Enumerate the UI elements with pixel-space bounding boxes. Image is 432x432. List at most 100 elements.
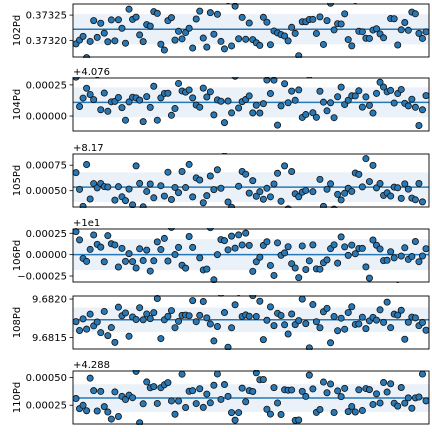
- data-point: [220, 381, 228, 389]
- data-point: [146, 103, 154, 111]
- data-point: [358, 407, 366, 415]
- data-point: [220, 45, 228, 53]
- data-point: [150, 309, 158, 317]
- data-point: [224, 343, 232, 350]
- data-point: [316, 87, 324, 95]
- data-point: [401, 19, 409, 27]
- data-point: [220, 237, 228, 245]
- data-point: [221, 153, 228, 155]
- data-point: [104, 38, 112, 46]
- data-point: [199, 403, 207, 411]
- data-point: [397, 26, 405, 34]
- data-point: [146, 315, 154, 323]
- data-point: [323, 304, 331, 312]
- data-point: [288, 386, 296, 394]
- data-point: [164, 257, 172, 265]
- data-point: [83, 161, 91, 169]
- y-tick-label: 0.00025: [26, 401, 67, 412]
- data-point: [178, 167, 186, 175]
- data-point: [376, 399, 384, 407]
- data-point: [334, 259, 342, 267]
- data-point: [206, 399, 214, 407]
- data-point: [107, 16, 115, 24]
- data-point: [263, 238, 271, 246]
- data-point: [136, 96, 144, 104]
- data-point: [153, 399, 161, 407]
- data-point: [125, 332, 133, 340]
- data-point: [118, 104, 126, 112]
- data-point: [281, 32, 289, 40]
- data-point: [390, 99, 398, 107]
- data-point: [348, 403, 356, 411]
- data-point: [394, 402, 402, 410]
- data-point: [312, 113, 320, 121]
- data-point: [235, 104, 243, 112]
- data-point: [139, 400, 147, 408]
- data-point: [129, 201, 137, 208]
- data-point: [305, 371, 313, 379]
- data-point: [189, 387, 197, 395]
- data-point: [76, 185, 84, 193]
- data-point: [330, 26, 338, 34]
- data-point: [295, 52, 303, 58]
- data-point: [86, 374, 94, 382]
- data-point: [121, 309, 129, 317]
- data-point: [249, 177, 257, 185]
- data-point: [316, 13, 324, 21]
- data-point: [167, 307, 175, 315]
- data-point: [404, 318, 412, 326]
- data-point: [245, 189, 253, 197]
- data-point: [288, 23, 296, 31]
- data-point: [365, 34, 373, 42]
- data-point: [344, 309, 352, 317]
- data-point: [192, 318, 200, 326]
- data-point: [192, 15, 200, 23]
- data-point: [114, 94, 122, 102]
- data-point: [337, 196, 345, 204]
- data-point: [160, 46, 168, 54]
- data-point: [256, 297, 264, 305]
- data-point: [266, 90, 274, 98]
- data-point: [79, 202, 87, 208]
- data-point: [263, 405, 271, 413]
- data-point: [355, 320, 363, 328]
- axes-frame: [72, 77, 430, 132]
- data-point: [362, 263, 370, 271]
- data-point: [404, 185, 412, 193]
- y-tick-label: −0.00025: [17, 272, 67, 283]
- data-point: [353, 3, 358, 4]
- data-point: [224, 97, 232, 105]
- data-point: [164, 312, 172, 320]
- data-point: [97, 106, 105, 114]
- data-point: [387, 380, 395, 388]
- data-point: [150, 257, 158, 265]
- data-point: [341, 325, 349, 333]
- y-tick-label: 0.00000: [26, 112, 67, 123]
- data-point: [210, 30, 218, 38]
- data-point: [104, 183, 112, 191]
- data-point: [270, 384, 278, 392]
- data-point: [411, 237, 419, 245]
- data-point: [143, 378, 151, 386]
- data-point: [401, 244, 409, 252]
- data-point: [157, 335, 165, 343]
- data-point: [83, 407, 91, 415]
- data-point: [210, 276, 218, 283]
- data-point: [309, 15, 317, 23]
- data-point: [376, 306, 384, 314]
- y-axis-label: 104Pd: [12, 89, 23, 120]
- data-point: [341, 243, 349, 251]
- data-point: [171, 183, 179, 191]
- data-point: [337, 233, 345, 241]
- data-point: [164, 89, 172, 97]
- data-point: [143, 187, 151, 195]
- data-point: [316, 406, 324, 414]
- offset-text: +1e1: [73, 218, 100, 229]
- data-point: [143, 93, 151, 101]
- data-point: [178, 370, 186, 378]
- data-point: [358, 313, 366, 321]
- data-point: [192, 400, 200, 408]
- data-point: [373, 89, 381, 97]
